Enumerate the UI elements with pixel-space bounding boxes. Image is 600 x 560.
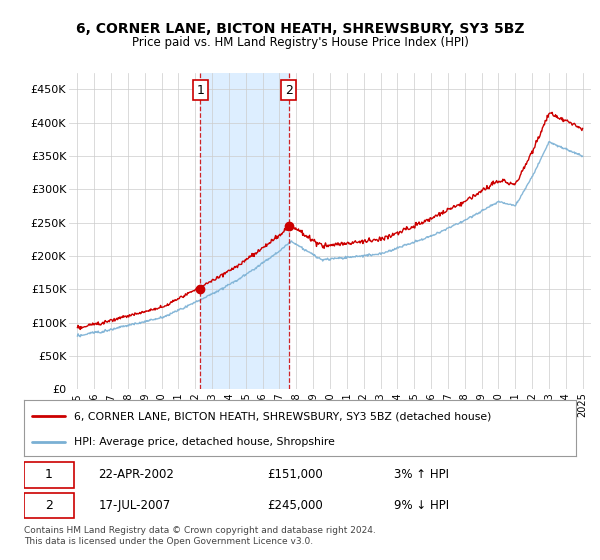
Text: 6, CORNER LANE, BICTON HEATH, SHREWSBURY, SY3 5BZ (detached house): 6, CORNER LANE, BICTON HEATH, SHREWSBURY… xyxy=(74,411,491,421)
Text: £245,000: £245,000 xyxy=(267,499,323,512)
Text: 1: 1 xyxy=(45,469,53,482)
Text: 22-APR-2002: 22-APR-2002 xyxy=(98,469,175,482)
Text: Price paid vs. HM Land Registry's House Price Index (HPI): Price paid vs. HM Land Registry's House … xyxy=(131,36,469,49)
FancyBboxPatch shape xyxy=(24,463,74,488)
Bar xyxy=(200,73,289,389)
Text: 2: 2 xyxy=(45,499,53,512)
Text: 1: 1 xyxy=(196,83,204,97)
Text: 17-JUL-2007: 17-JUL-2007 xyxy=(98,499,171,512)
Text: 6, CORNER LANE, BICTON HEATH, SHREWSBURY, SY3 5BZ: 6, CORNER LANE, BICTON HEATH, SHREWSBURY… xyxy=(76,22,524,36)
Text: HPI: Average price, detached house, Shropshire: HPI: Average price, detached house, Shro… xyxy=(74,437,335,447)
Text: 2: 2 xyxy=(284,83,293,97)
Text: 3% ↑ HPI: 3% ↑ HPI xyxy=(394,469,449,482)
FancyBboxPatch shape xyxy=(24,493,74,518)
Text: 9% ↓ HPI: 9% ↓ HPI xyxy=(394,499,449,512)
Text: Contains HM Land Registry data © Crown copyright and database right 2024.
This d: Contains HM Land Registry data © Crown c… xyxy=(24,526,376,546)
Text: £151,000: £151,000 xyxy=(267,469,323,482)
